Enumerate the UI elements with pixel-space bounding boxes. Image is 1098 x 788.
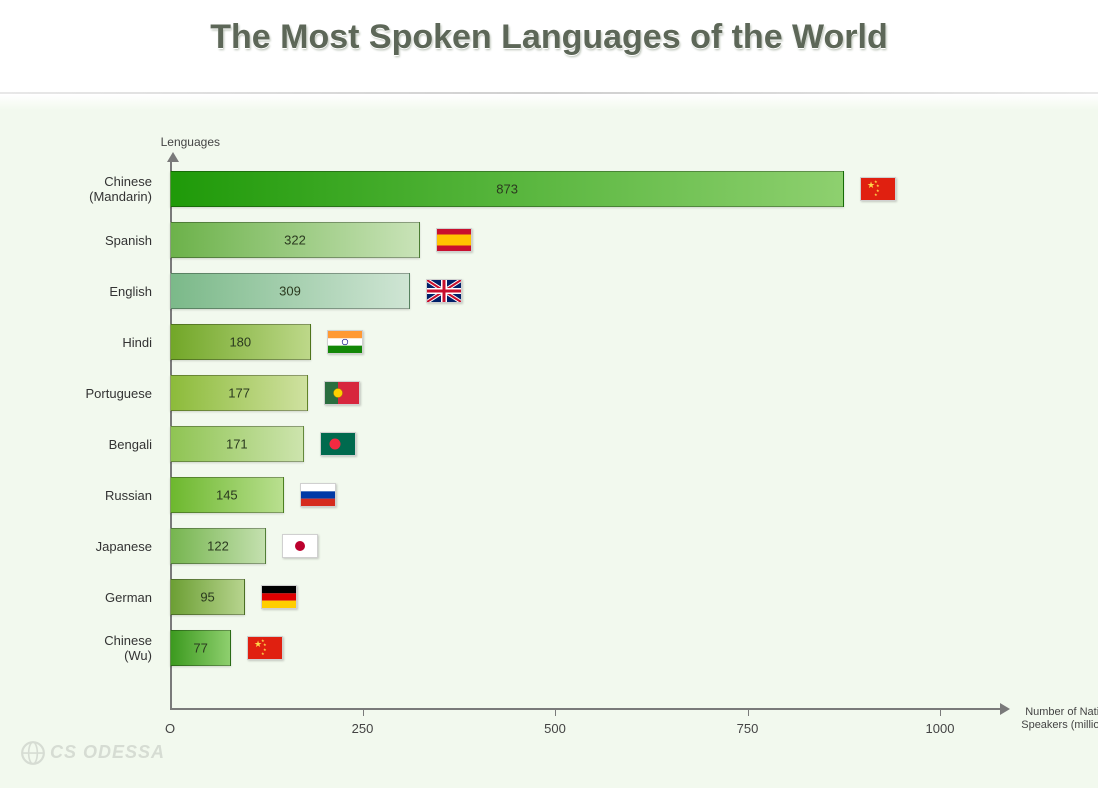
bar-value: 309 [171,284,409,299]
bar-value: 177 [171,386,307,401]
x-tick-label: 500 [544,721,566,736]
bar: 309 [170,273,410,309]
x-tick-label: 250 [352,721,374,736]
bar-label: Russian [52,488,152,503]
page-title: The Most Spoken Languages of the World [0,18,1098,57]
bar-row: German95 [170,580,245,614]
flag-icon [261,585,297,609]
bar-row: Russian145 [170,478,284,512]
flag-icon [300,483,336,507]
bar: 322 [170,222,420,258]
flag-icon: ★★★★★ [247,636,283,660]
page: The Most Spoken Languages of the World L… [0,0,1098,788]
bar-row: Portuguese177 [170,376,308,410]
bar-value: 322 [171,233,419,248]
x-tick [363,708,364,716]
flag-icon [327,330,363,354]
bar-row: Chinese(Wu)77★★★★★ [170,631,231,665]
bar-value: 95 [171,590,244,605]
bar: 171 [170,426,304,462]
flag-icon: ★★★★★ [860,177,896,201]
flag-icon [282,534,318,558]
bar-label: Portuguese [52,386,152,401]
x-tick [940,708,941,716]
x-tick-label: 750 [737,721,759,736]
bar-value: 145 [171,488,283,503]
bar-row: Chinese(Mandarin)873★★★★★ [170,172,844,206]
svg-text:★: ★ [874,192,878,197]
flag-icon [436,228,472,252]
bar-chart: Lenguages Number of Native Speakers (mil… [170,160,1000,730]
bar-value: 122 [171,539,265,554]
bar: 177 [170,375,308,411]
x-axis [170,708,1000,710]
bar-row: Japanese122 [170,529,266,563]
flag-icon [426,279,462,303]
flag-icon [324,381,360,405]
watermark-text: CS ODESSA [50,742,165,762]
bar-label: English [52,284,152,299]
bar-label: Chinese(Wu) [52,633,152,663]
bar-row: Spanish322 [170,223,420,257]
x-tick-label: 1000 [926,721,955,736]
bar: 77 [170,630,231,666]
x-axis-label: Number of Native Speakers (millions) [1018,706,1098,732]
bar-row: English309 [170,274,410,308]
bar: 95 [170,579,245,615]
bar-label: Chinese(Mandarin) [52,174,152,204]
bar-label: Spanish [52,233,152,248]
bar: 122 [170,528,266,564]
bar-row: Bengali171 [170,427,304,461]
bar-value: 873 [171,182,843,197]
bar-label: Japanese [52,539,152,554]
svg-text:★: ★ [261,651,265,656]
bar: 180 [170,324,311,360]
watermark-logo: CS ODESSA [20,740,165,766]
y-axis-label: Lenguages [110,135,220,149]
bar-label: Bengali [52,437,152,452]
bar-label: German [52,590,152,605]
flag-icon [320,432,356,456]
bar-value: 77 [171,641,230,656]
globe-icon [20,740,46,766]
bar-label: Hindi [52,335,152,350]
bar: 873 [170,171,844,207]
title-divider [0,92,1098,95]
bar-value: 180 [171,335,310,350]
x-tick-origin: O [165,721,175,736]
bar-value: 171 [171,437,303,452]
x-tick [555,708,556,716]
bar-row: Hindi180 [170,325,311,359]
x-axis-arrow [1000,703,1010,715]
bar: 145 [170,477,284,513]
x-tick [748,708,749,716]
y-axis-arrow [167,152,179,162]
